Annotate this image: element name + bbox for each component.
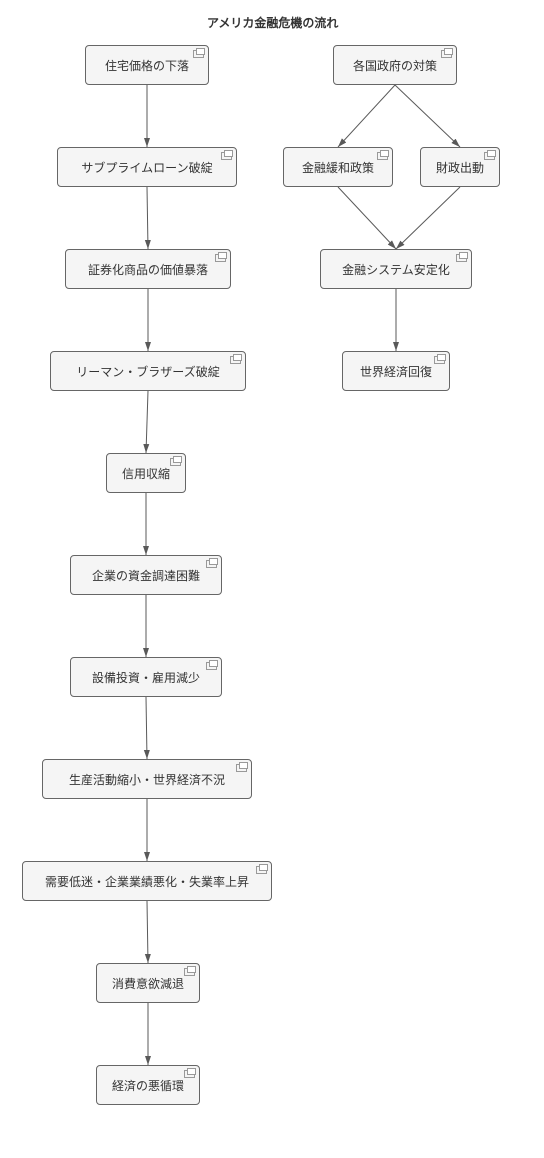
flow-node-label: 世界経済回復 — [360, 363, 432, 380]
note-icon — [170, 457, 182, 465]
note-icon — [206, 559, 218, 567]
flow-node: 証券化商品の価値暴落 — [65, 249, 231, 289]
flow-node: 経済の悪循環 — [96, 1065, 200, 1105]
flow-node: 需要低迷・企業業績悪化・失業率上昇 — [22, 861, 272, 901]
flow-node-label: サブプライムローン破綻 — [81, 159, 212, 176]
flow-edge — [338, 85, 395, 147]
note-icon — [184, 967, 196, 975]
flow-node-label: 経済の悪循環 — [112, 1077, 184, 1094]
flow-edge — [146, 697, 147, 759]
flow-node: 財政出動 — [420, 147, 500, 187]
flow-node: 信用収縮 — [106, 453, 186, 493]
flow-node-label: 各国政府の対策 — [353, 57, 437, 74]
note-icon — [230, 355, 242, 363]
note-icon — [456, 253, 468, 261]
flow-node: 企業の資金調達困難 — [70, 555, 222, 595]
flow-node: 設備投資・雇用減少 — [70, 657, 222, 697]
diagram-canvas: アメリカ金融危機の流れ 住宅価格の下落サブプライムローン破綻証券化商品の価値暴落… — [0, 0, 544, 1158]
note-icon — [184, 1069, 196, 1077]
flow-node: サブプライムローン破綻 — [57, 147, 237, 187]
flow-node-label: 信用収縮 — [122, 465, 170, 482]
note-icon — [441, 49, 453, 57]
flow-node: 金融システム安定化 — [320, 249, 472, 289]
diagram-title: アメリカ金融危機の流れ — [207, 14, 338, 31]
flow-node-label: 金融緩和政策 — [302, 159, 374, 176]
note-icon — [221, 151, 233, 159]
flow-node: 生産活動縮小・世界経済不況 — [42, 759, 252, 799]
flow-node-label: 証券化商品の価値暴落 — [88, 261, 208, 278]
flow-edge — [396, 187, 460, 249]
flow-edge — [146, 391, 148, 453]
flow-edge — [147, 187, 148, 249]
flow-node-label: 生産活動縮小・世界経済不況 — [69, 771, 225, 788]
note-icon — [236, 763, 248, 771]
flow-edge — [147, 901, 148, 963]
note-icon — [206, 661, 218, 669]
flow-node-label: 需要低迷・企業業績悪化・失業率上昇 — [45, 873, 249, 890]
note-icon — [377, 151, 389, 159]
flow-node: 金融緩和政策 — [283, 147, 393, 187]
flow-node: 消費意欲減退 — [96, 963, 200, 1003]
flow-edge — [395, 85, 460, 147]
flow-node: 世界経済回復 — [342, 351, 450, 391]
flow-node-label: 消費意欲減退 — [112, 975, 184, 992]
flow-node: 住宅価格の下落 — [85, 45, 209, 85]
flow-node-label: 住宅価格の下落 — [105, 57, 189, 74]
flow-node-label: 設備投資・雇用減少 — [92, 669, 200, 686]
note-icon — [484, 151, 496, 159]
note-icon — [434, 355, 446, 363]
flow-node: 各国政府の対策 — [333, 45, 457, 85]
note-icon — [256, 865, 268, 873]
flow-node-label: 財政出動 — [436, 159, 484, 176]
flow-node-label: 企業の資金調達困難 — [92, 567, 200, 584]
flow-node-label: 金融システム安定化 — [342, 261, 450, 278]
note-icon — [215, 253, 227, 261]
flow-node: リーマン・ブラザーズ破綻 — [50, 351, 246, 391]
flow-edge — [338, 187, 396, 249]
flow-node-label: リーマン・ブラザーズ破綻 — [76, 363, 219, 380]
note-icon — [193, 49, 205, 57]
